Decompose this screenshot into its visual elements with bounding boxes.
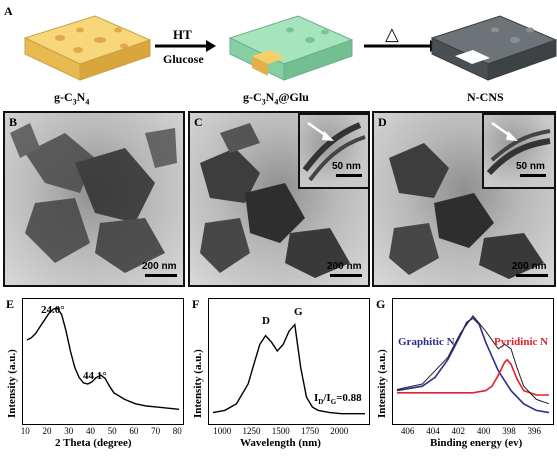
graphitic-n-curve [396, 316, 550, 414]
chart-f-annotation-g: G [294, 306, 303, 318]
chart-f-ylabel: Intensity (a.u.) [192, 349, 204, 418]
step1-bottom-label: Glucose [163, 52, 204, 66]
chart-f-annotation-d: D [262, 315, 270, 327]
xtick-label: 60 [129, 426, 139, 436]
chart-g-ylabel: Intensity (a.u.) [376, 349, 388, 418]
material2-label: g-C3N4@Glu [243, 90, 309, 107]
scale-label-d-inset: 50 nm [516, 161, 545, 172]
xtick-label: 400 [476, 426, 491, 436]
tem-inset-d: 50 nm [482, 113, 554, 189]
scale-bar-d-inset [520, 174, 546, 177]
panel-label-f: F [192, 297, 200, 311]
scale-label-c: 200 nm [327, 261, 362, 272]
chart-e-box [22, 298, 184, 425]
scale-bar-c [330, 274, 362, 277]
xrd-curve [26, 307, 180, 410]
tem-inset-c: 50 nm [298, 113, 368, 189]
panel-label-c: C [194, 115, 203, 129]
panel-label-g: G [376, 297, 386, 311]
chart-g-legend-graphitic: Graphitic N [398, 336, 455, 348]
xtick-label: 1500 [271, 426, 290, 436]
xtick-label: 404 [426, 426, 440, 436]
chart-f-xlabel: Wavelength (nm) [240, 437, 321, 449]
panel-label-d: D [378, 115, 387, 129]
chart-e-ylabel: Intensity (a.u.) [6, 349, 18, 418]
n-cns-block [430, 15, 557, 81]
chart-e-svg [26, 307, 180, 410]
raman-curve [212, 322, 365, 415]
xtick-label: 1000 [213, 426, 232, 436]
xtick-label: 398 [502, 426, 516, 436]
scheme-illustration [23, 15, 557, 81]
chart-f-svg [212, 322, 365, 415]
step1-top-label: HT [173, 27, 192, 42]
material3-label: N-CNS [467, 90, 504, 104]
panel-label-b: B [9, 115, 18, 129]
scale-label-c-inset: 50 nm [332, 161, 361, 172]
chart-f-ratio: ID/IG=0.88 [314, 392, 362, 407]
xtick-label: 2000 [330, 426, 349, 436]
scale-bar-c-inset [336, 174, 362, 177]
xtick-label: 406 [400, 426, 415, 436]
tem-panel-c: C 50 nm 200 nm [188, 111, 370, 287]
tem-panel-d: D 50 nm 200 nm [372, 111, 556, 287]
xtick-label: 1750 [300, 426, 319, 436]
scale-label-b: 200 nm [142, 261, 177, 272]
xtick-label: 1250 [242, 426, 261, 436]
chart-e-xlabel: 2 Theta (degree) [55, 437, 132, 449]
xtick-label: 10 [20, 426, 30, 436]
chart-g-svg [396, 314, 550, 414]
chart-g-xlabel: Binding energy (ev) [430, 437, 523, 449]
chart-e-annotation-1: 24.0° [41, 304, 65, 316]
xtick-label: 396 [527, 426, 542, 436]
g-c3n4-glu-block [228, 15, 354, 81]
chart-f-box [208, 298, 370, 425]
xtick-label: 40 [85, 426, 95, 436]
scale-bar-d [516, 274, 548, 277]
xtick-label: 402 [451, 426, 466, 436]
panel-label-e: E [6, 297, 15, 311]
scale-bar-b [145, 274, 177, 277]
xtick-label: 20 [42, 426, 52, 436]
tem-panel-b: B 200 nm [3, 111, 185, 287]
xtick-label: 30 [64, 426, 74, 436]
material1-label: g-C3N4 [54, 90, 90, 107]
heat-symbol: △ [385, 24, 399, 44]
xtick-label: 50 [107, 426, 117, 436]
g-c3n4-block [23, 15, 152, 81]
chart-g-box [392, 298, 554, 425]
chart-e-annotation-2: 44.1° [83, 370, 107, 382]
chart-g-legend-pyridinic: Pyridinic N [494, 336, 549, 348]
pyridinic-n-curve [397, 358, 549, 396]
xtick-label: 80 [172, 426, 182, 436]
xtick-label: 70 [151, 426, 161, 436]
panel-label-a: A [4, 4, 13, 18]
scale-label-d: 200 nm [512, 261, 547, 272]
xps-raw-curve [396, 314, 550, 405]
